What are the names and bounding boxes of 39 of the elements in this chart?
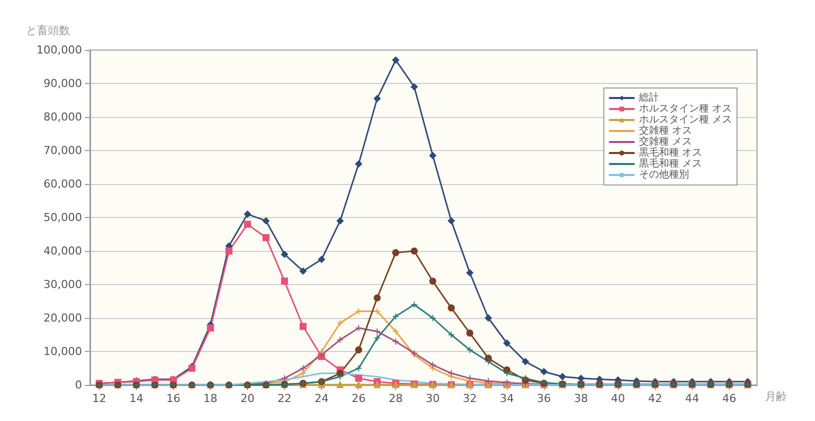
y-axis-title: と畜頭数 xyxy=(26,24,70,37)
y-tick-label: 20,000 xyxy=(44,312,82,324)
x-tick-label: 24 xyxy=(314,392,329,405)
x-tick-label: 30 xyxy=(426,392,440,405)
x-tick-label: 18 xyxy=(203,392,218,405)
y-tick-label: 70,000 xyxy=(44,144,82,157)
x-tick-label: 14 xyxy=(129,392,144,405)
x-tick-label: 20 xyxy=(240,392,254,405)
legend-label: 黒毛和種 メス xyxy=(638,158,702,170)
y-tick-label: 40,000 xyxy=(44,244,82,258)
legend-label: その他種別 xyxy=(638,168,689,180)
x-tick-label: 12 xyxy=(92,392,106,405)
x-tick-label: 44 xyxy=(685,392,700,405)
y-tick-label: 0 xyxy=(75,378,82,392)
x-tick-label: 26 xyxy=(352,392,366,405)
y-tick-label: 80,000 xyxy=(44,110,82,124)
x-tick-label: 28 xyxy=(388,392,403,405)
y-tick-label: 10,000 xyxy=(44,345,82,358)
legend-label: 黒毛和種 オス xyxy=(638,146,702,158)
legend-label: ホルスタイン種 オス xyxy=(638,104,732,114)
x-tick-label: 36 xyxy=(536,392,551,405)
y-tick-label: 60,000 xyxy=(44,178,82,190)
legend-label: 交雑種 メス xyxy=(638,136,692,148)
x-tick-label: 22 xyxy=(278,392,292,405)
y-tick-label: 30,000 xyxy=(44,278,82,291)
x-tick-label: 34 xyxy=(500,392,514,405)
x-tick-label: 16 xyxy=(166,392,180,405)
x-tick-label: 46 xyxy=(722,392,736,405)
x-tick-label: 40 xyxy=(611,392,626,405)
y-tick-label: 100,000 xyxy=(36,44,82,56)
legend-label: 交雑種 オス xyxy=(638,124,692,136)
legend-label: 総計 xyxy=(638,92,659,104)
x-tick-label: 38 xyxy=(574,392,588,405)
legend-label: ホルスタイン種 メス xyxy=(638,114,732,126)
y-tick-label: 90,000 xyxy=(44,77,82,90)
x-tick-label: 32 xyxy=(462,392,477,405)
x-tick-label: 42 xyxy=(648,392,662,405)
y-tick-label: 50,000 xyxy=(44,211,82,224)
x-axis-title: 月齢 xyxy=(765,390,787,403)
